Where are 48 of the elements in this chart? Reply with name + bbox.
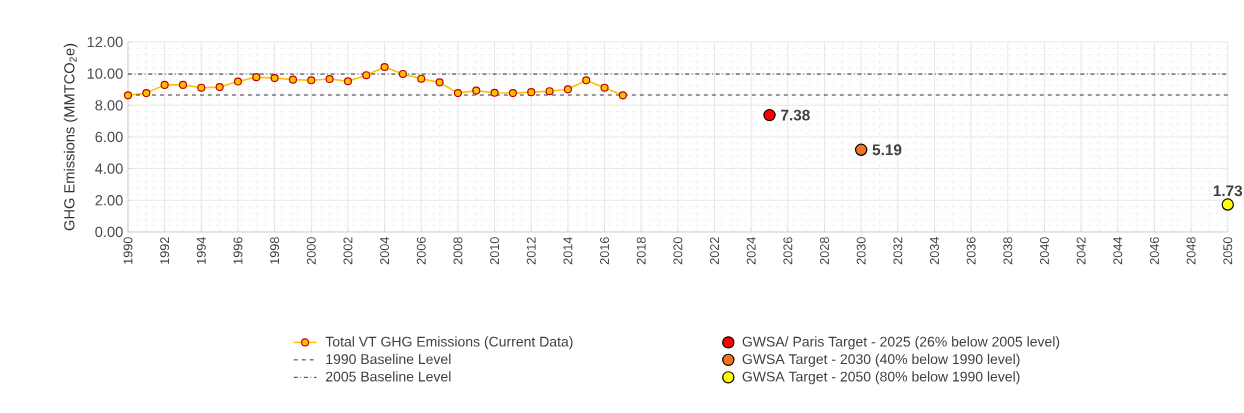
y-tick-label: 0.00: [95, 226, 123, 238]
legend-label: GWSA/ Paris Target - 2025 (26% below 2005 level): [742, 336, 1060, 350]
x-tick-label: 2028: [820, 237, 829, 265]
y-tick-label: 4.00: [95, 163, 123, 174]
y-tick-label: 6.00: [95, 131, 123, 143]
y-tick-label: 8.00: [95, 100, 123, 111]
data-label: 7.38: [781, 109, 810, 121]
x-tick-label: 2012: [526, 237, 536, 265]
x-tick-label: 2002: [343, 237, 353, 265]
legend-label: 2005 Baseline Level: [326, 371, 451, 382]
x-tick-label: 2048: [1186, 237, 1196, 265]
legend-label: Total VT GHG Emissions (Current Data): [325, 336, 573, 350]
x-tick-label: 2040: [1039, 237, 1049, 265]
x-tick-label: 2026: [783, 237, 793, 265]
x-tick-label: 2000: [306, 237, 316, 265]
x-tick-label: 2032: [893, 237, 903, 265]
x-tick-label: 2014: [563, 237, 573, 265]
x-tick-label: 2006: [416, 237, 426, 265]
x-tick-label: 2008: [453, 237, 463, 265]
x-tick-label: 1996: [233, 237, 243, 264]
y-axis-title: GHG Emissions (MMTCO$_{2}$e): [63, 43, 78, 231]
legend-label: GWSA Target - 2030 (40% below 1990 level): [742, 353, 1020, 367]
x-tick-label: 2004: [380, 237, 390, 265]
x-tick-label: 2046: [1149, 237, 1159, 265]
x-tick-label: 1992: [160, 237, 170, 264]
x-tick-label: 2018: [636, 237, 646, 265]
x-tick-label: 2010: [490, 237, 500, 265]
y-tick-label: 2.00: [95, 195, 123, 206]
x-tick-label: 2044: [1113, 237, 1123, 265]
data-label: 5.19: [872, 144, 902, 156]
x-tick-label: 2050: [1223, 237, 1233, 265]
x-tick-label: 2020: [673, 237, 683, 265]
x-tick-label: 1998: [270, 237, 280, 264]
x-tick-label: 2024: [746, 237, 756, 265]
legend-label: 1990 Baseline Level: [326, 353, 451, 365]
x-tick-label: 2030: [856, 237, 866, 265]
x-tick-label: 1994: [196, 237, 206, 264]
data-label: 1.73: [1213, 185, 1243, 197]
x-tick-label: 2034: [930, 237, 939, 265]
x-tick-label: 1990: [123, 237, 133, 264]
x-tick-label: 2038: [1003, 237, 1013, 265]
legend-label: GWSA Target - 2050 (80% below 1990 level): [742, 371, 1020, 385]
y-tick-label: 12.00: [87, 36, 123, 48]
y-tick-label: 10.00: [87, 68, 123, 79]
x-tick-label: 2036: [966, 237, 976, 265]
x-tick-label: 2022: [710, 237, 720, 265]
x-tick-label: 2016: [600, 237, 610, 265]
x-tick-label: 2042: [1076, 237, 1086, 265]
